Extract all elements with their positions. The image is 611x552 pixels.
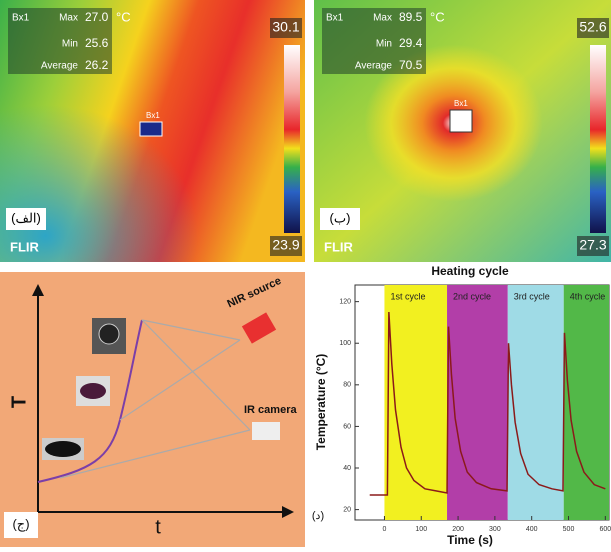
max: 27.0 [85,10,109,24]
x-tick-label: 200 [452,526,464,533]
cycle-band [508,285,564,520]
cycle-band [384,285,447,520]
panel-label: (ب) [330,210,351,225]
y-tick-label: 40 [343,465,351,472]
min-label: Min [376,39,392,50]
y-tick-label: 60 [343,423,351,430]
box-name: Bx1 [12,13,30,24]
x-tick-label: 400 [526,526,538,533]
avg: 70.5 [399,58,423,72]
x-tick-label: 300 [489,526,501,533]
panel-label: (الف) [11,210,41,225]
figure: Bx1 Max 27.0 Min 25.6 Average 26.2 °C Bx… [0,0,611,547]
min: 29.4 [399,36,423,50]
thermal-image-1: Bx1 Max 27.0 Min 25.6 Average 26.2 °C Bx… [0,0,305,262]
unit: °C [430,9,445,24]
unit: °C [116,9,131,24]
y-tick-label: 120 [339,298,351,305]
x-tick-label: 100 [415,526,427,533]
scale-min: 23.9 [272,237,299,253]
cycle-band [447,285,508,520]
cycle-label: 3rd cycle [514,291,550,301]
y-tick-label: 80 [343,382,351,389]
heating-chart: Heating cycle Time (s) Temperature (°C) … [312,264,611,547]
y-axis-title: Temperature (°C) [314,354,328,451]
scale-max: 30.1 [272,19,299,35]
chart-title: Heating cycle [431,264,509,278]
panel-label: (ج) [12,516,29,532]
marker: Bx1 [146,111,160,120]
min: 25.6 [85,36,109,50]
cycle-label: 2nd cycle [453,291,491,301]
x-tick-label: 0 [382,526,386,533]
scale-min: 27.3 [579,237,606,253]
cycle-label: 1st cycle [390,291,425,301]
y-axis-label: T [8,396,30,408]
schematic: T t NIR source IR camera (ج) [0,272,305,547]
avg-label: Average [355,61,393,72]
avg-label: Average [41,61,79,72]
max: 89.5 [399,10,423,24]
scale-max: 52.6 [579,19,606,35]
brand: FLIR [10,239,39,254]
x-axis-title: Time (s) [447,533,493,547]
x-axis-label: t [155,516,161,538]
max-label: Max [59,13,78,24]
y-tick-label: 100 [339,340,351,347]
box-name: Bx1 [326,13,344,24]
camera-label: IR camera [244,404,297,416]
cycle-label: 4th cycle [570,291,606,301]
x-tick-label: 500 [563,526,575,533]
min-label: Min [62,39,78,50]
panel-label: (د) [312,510,324,522]
brand: FLIR [324,239,353,254]
avg: 26.2 [85,58,109,72]
y-tick-label: 20 [343,506,351,513]
max-label: Max [373,13,392,24]
marker: Bx1 [454,99,468,108]
thermal-image-2: Bx1 Max 89.5 Min 29.4 Average 70.5 °C Bx… [314,0,611,262]
cycle-band [564,285,609,520]
x-tick-label: 600 [599,526,611,533]
